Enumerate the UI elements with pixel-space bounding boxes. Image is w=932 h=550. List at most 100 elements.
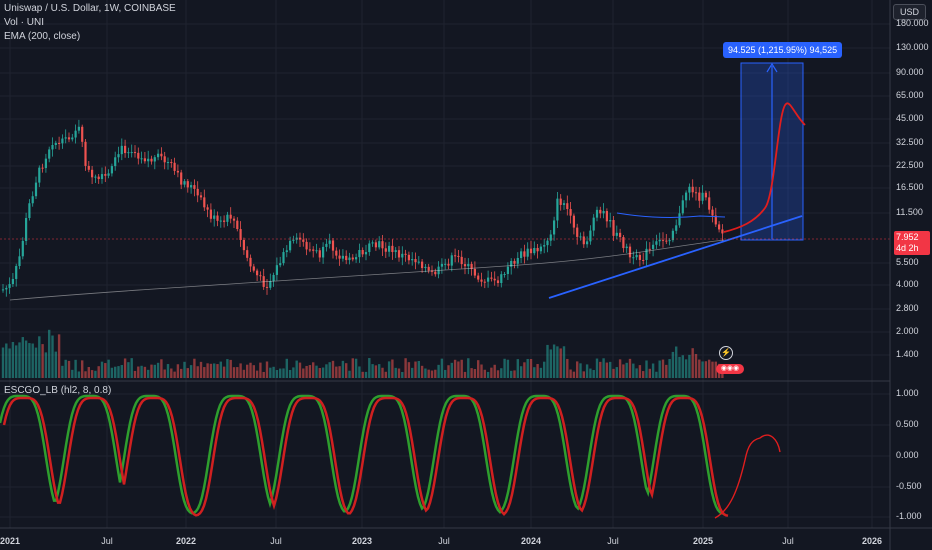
volume-bar [387, 361, 391, 378]
volume-bar [523, 362, 526, 378]
candle-body [21, 240, 24, 257]
candle-body [595, 209, 599, 218]
volume-bar [559, 348, 562, 378]
volume-bar [585, 364, 589, 378]
volume-bar [328, 362, 331, 378]
volume-bar [615, 367, 618, 378]
oscillator-line [0, 394, 725, 515]
candle-body [272, 274, 275, 282]
candle-body [619, 232, 622, 238]
volume-bar [576, 361, 579, 378]
candle-body [397, 250, 401, 258]
flash-icon[interactable]: ⚡ [719, 346, 733, 360]
volume-bar [213, 363, 216, 378]
volume-bar [127, 362, 130, 378]
volume-bar [312, 362, 315, 378]
volume-bar [189, 365, 193, 378]
volume-bar [404, 358, 407, 378]
volume-bar [661, 359, 665, 378]
candle-body [292, 239, 295, 241]
price-axis-label: 32.500 [896, 137, 924, 147]
candle-body [572, 215, 575, 228]
volume-bar [364, 371, 368, 378]
volume-bar [180, 368, 183, 378]
volume-bar [516, 359, 519, 378]
volume-bar [605, 362, 609, 378]
candle-body [298, 237, 302, 240]
volume-bar [87, 367, 90, 378]
volume-bar [90, 370, 94, 378]
volume-bar [628, 358, 632, 378]
candle-body [348, 257, 351, 261]
candle-body [434, 271, 437, 275]
candle-body [232, 218, 236, 221]
volume-bar [203, 367, 206, 378]
candle-body [114, 157, 117, 167]
volume-bar [137, 366, 140, 378]
candle-body [632, 257, 635, 259]
candle-body [622, 237, 625, 249]
volume-bar [444, 369, 447, 378]
candle-body [388, 245, 391, 252]
volume-bar [54, 351, 57, 378]
symbol-title[interactable]: Uniswap / U.S. Dollar, 1W, COINBASE [4, 3, 176, 14]
candle-body [130, 152, 133, 154]
candle-body [503, 274, 506, 276]
volume-bar [104, 363, 107, 378]
candle-body [318, 250, 321, 258]
projection-path [723, 102, 806, 233]
volume-bar [321, 367, 325, 378]
volume-legend[interactable]: Vol · UNI [4, 17, 45, 28]
volume-bar [562, 346, 566, 378]
candle-body [54, 142, 57, 145]
oscillator-legend[interactable]: ESCGO_LB (hl2, 8, 0.8) [4, 385, 112, 396]
candle-body [219, 220, 222, 222]
candle-body [163, 156, 166, 163]
volume-bar [506, 359, 510, 378]
candle-body [605, 211, 608, 222]
volume-bar [143, 366, 147, 378]
candle-body [688, 186, 691, 193]
candle-body [91, 169, 94, 178]
volume-bar [496, 370, 500, 378]
currency-button[interactable]: USD [892, 4, 926, 20]
candle-body [628, 246, 632, 258]
time-axis-label: Jul [270, 536, 282, 546]
ema-legend[interactable]: EMA (200, close) [4, 31, 81, 42]
candle-body [473, 268, 476, 276]
candle-body [302, 239, 305, 242]
candle-body [361, 250, 364, 255]
volume-bar [572, 371, 576, 378]
volume-bar [147, 369, 150, 378]
candle-body [246, 250, 249, 258]
volume-bar [378, 364, 381, 378]
candle-body [668, 240, 671, 242]
volume-bar [493, 364, 496, 378]
volume-bar [130, 358, 133, 378]
chart-grid [0, 0, 890, 528]
volume-bar [434, 369, 437, 378]
oscillator-lines [0, 394, 729, 517]
earnings-events-icon[interactable]: ◉◉◉ [716, 364, 744, 374]
measure-label[interactable]: 94.525 (1,215.95%) 94,525 [723, 42, 843, 58]
price-axis-label: 1.400 [896, 349, 919, 359]
volume-bar [199, 361, 203, 378]
candle-body [269, 281, 272, 288]
candle-body [510, 260, 513, 267]
volume-bar [219, 361, 222, 378]
time-axis-label: 2026 [861, 536, 883, 546]
candle-body [38, 167, 41, 183]
candle-body [543, 245, 546, 247]
price-axis-label: 11.500 [896, 207, 923, 217]
price-axis-label: 2.800 [896, 303, 919, 313]
candle-body [104, 174, 107, 176]
candle-body [533, 247, 536, 254]
volume-bar [599, 361, 602, 378]
candle-body [279, 263, 282, 266]
volume-bar [361, 371, 364, 378]
volume-bar [315, 365, 318, 378]
candle-body [315, 250, 318, 252]
candle-body [157, 153, 160, 158]
volume-bar [711, 361, 714, 378]
